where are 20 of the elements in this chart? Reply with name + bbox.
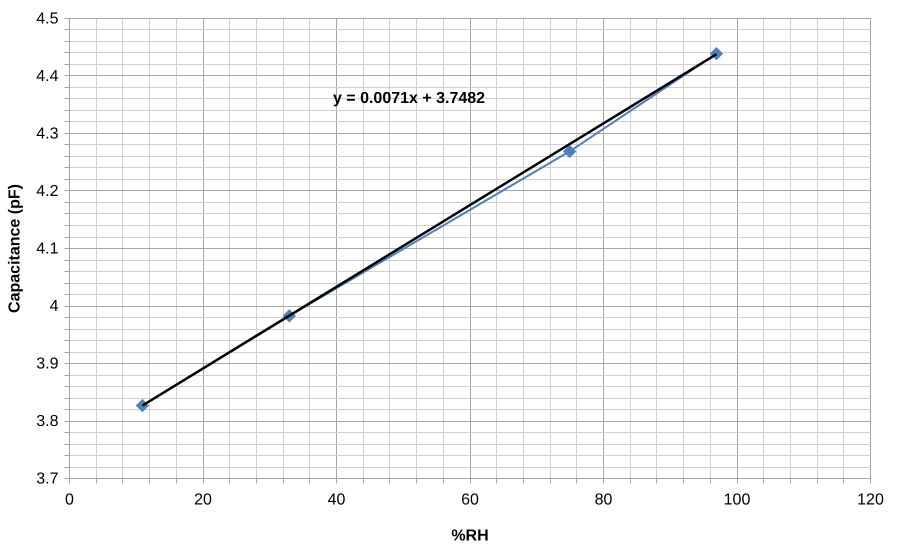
y-tick-label: 4.3 — [36, 126, 59, 142]
y-tick-label: 4.1 — [36, 240, 59, 258]
y-tick-label: 3.8 — [36, 413, 59, 430]
y-tick-label: 3.9 — [36, 356, 59, 372]
y-axis-title: Capacitance (pF) — [6, 184, 24, 313]
y-tick-label: 4.2 — [36, 183, 59, 200]
y-tick-label: 3.7 — [36, 470, 59, 488]
y-tick-label: 4.5 — [36, 10, 59, 28]
x-tick-label: 60 — [461, 492, 479, 508]
x-tick-label: 0 — [65, 492, 74, 508]
annotation: y = 0.0071x + 3.7482 — [332, 90, 486, 107]
x-tick-label: 20 — [194, 492, 212, 508]
point — [562, 144, 576, 158]
x-tick-label: 80 — [594, 492, 612, 508]
x-tick-label: 120 — [857, 492, 884, 508]
y-tick-label: 4 — [50, 298, 59, 315]
x-tick-label: 100 — [724, 492, 750, 508]
x-axis-title: %RH — [451, 528, 489, 544]
x-tick-label: 40 — [328, 492, 346, 508]
y-tick-label: 4.4 — [36, 68, 59, 85]
